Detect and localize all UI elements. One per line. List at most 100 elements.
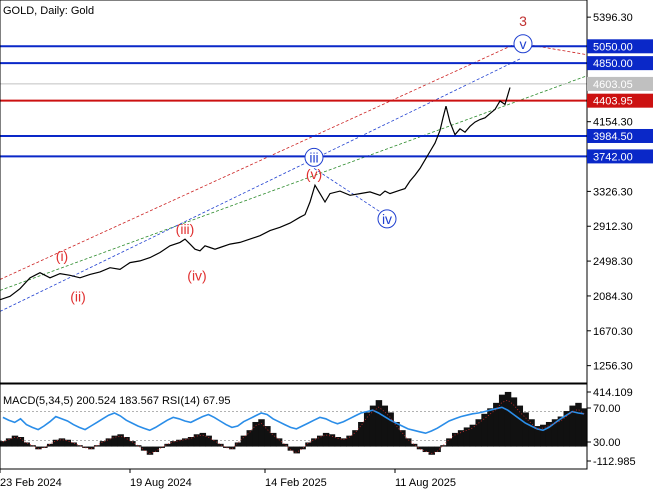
trend-line [0, 75, 588, 291]
level-label-box [587, 56, 653, 71]
level-label: 4403.95 [593, 96, 633, 108]
wave-label: (iv) [187, 267, 206, 283]
macd-bar [58, 438, 66, 447]
macd-bar [422, 446, 430, 453]
macd-bar [410, 443, 418, 447]
wave-circle [304, 147, 324, 167]
macd-bar [334, 437, 342, 447]
macd-bar [416, 446, 424, 450]
macd-bar [569, 405, 576, 447]
macd-bar [475, 419, 482, 447]
macd-bar [176, 439, 183, 447]
macd-bar [217, 443, 224, 447]
macd-bar [340, 438, 347, 447]
macd-bar [82, 446, 89, 448]
macd-bar [135, 445, 142, 447]
level-label: 5050.00 [593, 41, 633, 53]
indicator-title: MACD(5,34,5) 200.524 183.567 RSI(14) 67.… [3, 395, 230, 407]
macd-bar [193, 434, 201, 447]
macd-bar [393, 421, 400, 447]
macd-bar [381, 405, 389, 447]
macd-bar [117, 434, 124, 447]
macd-bar [369, 405, 377, 447]
macd-bar [534, 426, 541, 447]
macd-bar [88, 446, 95, 450]
macd-bar [164, 443, 171, 447]
macd-bar [240, 435, 248, 447]
xtick-label: 14 Feb 2025 [265, 477, 327, 489]
macd-bar [563, 411, 570, 447]
xtick-label: 19 Aug 2024 [130, 477, 192, 489]
price-ytick-label: 1256.30 [593, 361, 633, 373]
macd-bar [481, 413, 488, 447]
price-ytick-label: 2498.30 [593, 256, 633, 268]
rsi-line [2, 406, 585, 435]
macd-bar [170, 441, 177, 447]
level-label-box [587, 149, 653, 164]
macd-bar [305, 442, 312, 447]
macd-bar [140, 446, 148, 451]
macd-bar [181, 438, 189, 447]
indicator-frame [0, 383, 588, 470]
macd-bar [545, 421, 553, 447]
macd-bar [152, 446, 160, 453]
macd-bar [29, 445, 36, 447]
level-label: 4850.00 [593, 58, 633, 70]
macd-bar [281, 443, 289, 447]
macd-bar [99, 441, 107, 447]
macd-bar [575, 402, 582, 447]
macd-bar [528, 419, 535, 447]
wave-label: 3 [519, 13, 527, 29]
macd-bar [328, 434, 336, 447]
macd-bar [581, 408, 588, 447]
wave-circle [377, 209, 397, 229]
price-ytick-label: 5396.30 [593, 12, 633, 24]
macd-bar [123, 437, 130, 447]
trend-line [0, 40, 524, 280]
trend-line [313, 168, 388, 217]
macd-bar [129, 441, 136, 447]
wave-circle [513, 34, 533, 54]
wave-label: (v) [306, 166, 322, 182]
macd-bar [35, 446, 42, 450]
macd-bar [246, 430, 254, 447]
macd-bar [405, 438, 412, 447]
price-ytick-label: 2084.30 [593, 291, 633, 303]
macd-bar [434, 446, 441, 453]
price-panel: (i) (ii) (iii) (iv) (v)iii iv v 3 [0, 13, 588, 312]
xtick-label: 23 Feb 2024 [0, 477, 62, 489]
macd-bar [463, 427, 471, 447]
macd-bar [522, 412, 529, 447]
macd-bar [264, 426, 271, 447]
price-ytick-label: 3326.30 [593, 186, 633, 198]
macd-bar [440, 445, 447, 447]
macd-bar [375, 400, 383, 447]
macd-signal [2, 399, 585, 454]
macd-bar [158, 446, 165, 448]
macd-bar [11, 435, 19, 447]
macd-bar [64, 439, 72, 447]
macd-bar [258, 419, 265, 447]
macd-bar [293, 446, 300, 454]
macd-bar [23, 442, 30, 447]
price-frame [0, 0, 588, 384]
macd-bar [252, 421, 259, 447]
macd-bar [316, 435, 324, 447]
macd-bar [358, 421, 365, 447]
macd-bar [510, 397, 518, 447]
macd-bar [187, 437, 195, 447]
macd-bar [498, 394, 506, 447]
macd-bar [399, 430, 406, 447]
level-label-box [587, 93, 653, 108]
macd-bar [557, 416, 565, 447]
macd-bar [52, 439, 60, 447]
price-ytick-label: 4154.30 [593, 117, 633, 129]
price-ytick-label: 2912.30 [593, 221, 633, 233]
macd-bar [387, 412, 394, 447]
macd-bar [299, 446, 306, 450]
level-label-box [587, 76, 653, 91]
macd-bar [446, 438, 453, 447]
price-line [0, 87, 511, 301]
macd-bar [516, 405, 524, 447]
ind-ytick-label: -112.985 [593, 456, 636, 468]
